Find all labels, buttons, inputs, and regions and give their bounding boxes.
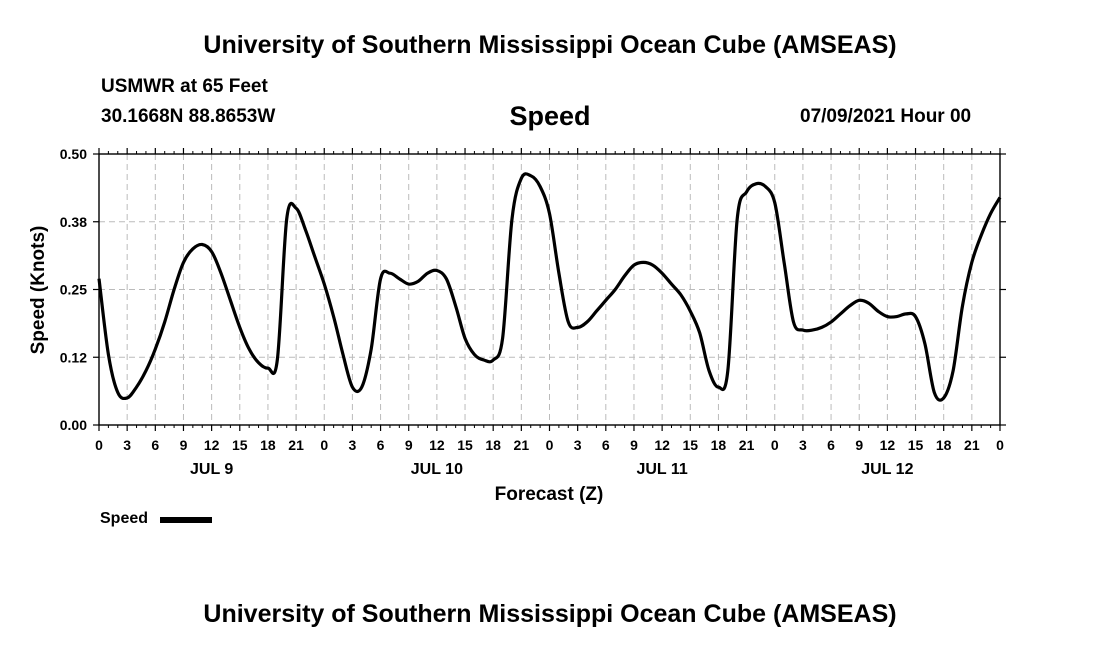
top-title: University of Southern Mississippi Ocean… <box>203 31 897 59</box>
x-tick-label: 6 <box>602 437 610 453</box>
day-label: JUL 10 <box>411 461 463 478</box>
x-tick-label: 15 <box>232 437 248 453</box>
variable-title: Speed <box>509 101 591 131</box>
speed-series-line <box>97 172 1002 402</box>
bottom-title: University of Southern Mississippi Ocean… <box>203 600 897 628</box>
y-tick-label: 0.12 <box>60 349 87 365</box>
x-tick-label: 0 <box>546 437 554 453</box>
x-tick-label: 12 <box>880 437 896 453</box>
x-tick-label: 0 <box>95 437 103 453</box>
x-tick-label: 9 <box>180 437 188 453</box>
x-tick-label: 6 <box>377 437 385 453</box>
x-tick-label: 21 <box>964 437 980 453</box>
x-tick-label: 21 <box>288 437 304 453</box>
x-tick-label: 3 <box>123 437 131 453</box>
x-tick-label: 12 <box>429 437 445 453</box>
x-tick-label: 18 <box>485 437 501 453</box>
x-tick-label: 18 <box>711 437 727 453</box>
x-tick-label: 15 <box>457 437 473 453</box>
x-tick-label: 12 <box>654 437 670 453</box>
y-tick-labels: 0.00 0.12 0.25 0.38 0.50 <box>60 146 87 433</box>
x-tick-label: 21 <box>739 437 755 453</box>
x-tick-label: 3 <box>799 437 807 453</box>
x-tick-label: 6 <box>151 437 159 453</box>
day-labels: JUL 9 JUL 10 JUL 11 JUL 12 <box>190 461 914 478</box>
x-tick-label: 6 <box>827 437 835 453</box>
day-label: JUL 9 <box>190 461 233 478</box>
x-tick-label: 18 <box>260 437 276 453</box>
x-tick-label: 3 <box>574 437 582 453</box>
x-tick-label: 9 <box>855 437 863 453</box>
y-tick-label: 0.50 <box>60 146 87 162</box>
x-tick-labels: 0 3 6 9 12 15 18 21 0 3 6 9 12 15 18 21 0 3 6 9 12 15 18 21 0 3 6 9… <box>95 437 1004 453</box>
chart-grid <box>99 154 1000 425</box>
forecast-date: 07/09/2021 Hour 00 <box>800 106 972 127</box>
y-axis-label: Speed (Knots) <box>28 226 49 355</box>
day-label: JUL 12 <box>861 461 913 478</box>
x-tick-label: 0 <box>996 437 1004 453</box>
x-tick-label: 21 <box>514 437 530 453</box>
y-tick-label: 0.25 <box>60 282 87 298</box>
station-coordinates: 30.1668N 88.8653W <box>101 106 276 127</box>
tick-marks <box>93 148 1006 431</box>
legend-label: Speed <box>100 510 149 527</box>
x-tick-label: 18 <box>936 437 952 453</box>
day-label: JUL 11 <box>636 461 687 478</box>
x-axis-label: Forecast (Z) <box>495 484 604 505</box>
x-tick-label: 12 <box>204 437 220 453</box>
y-tick-label: 0.38 <box>60 214 87 230</box>
x-tick-label: 9 <box>630 437 638 453</box>
x-tick-label: 0 <box>320 437 328 453</box>
x-tick-label: 0 <box>771 437 779 453</box>
x-tick-label: 3 <box>349 437 357 453</box>
x-tick-label: 9 <box>405 437 413 453</box>
x-tick-label: 15 <box>682 437 698 453</box>
x-tick-label: 15 <box>908 437 924 453</box>
legend-swatch <box>160 517 212 523</box>
station-name: USMWR at 65 Feet <box>101 76 268 97</box>
y-tick-label: 0.00 <box>60 417 87 433</box>
